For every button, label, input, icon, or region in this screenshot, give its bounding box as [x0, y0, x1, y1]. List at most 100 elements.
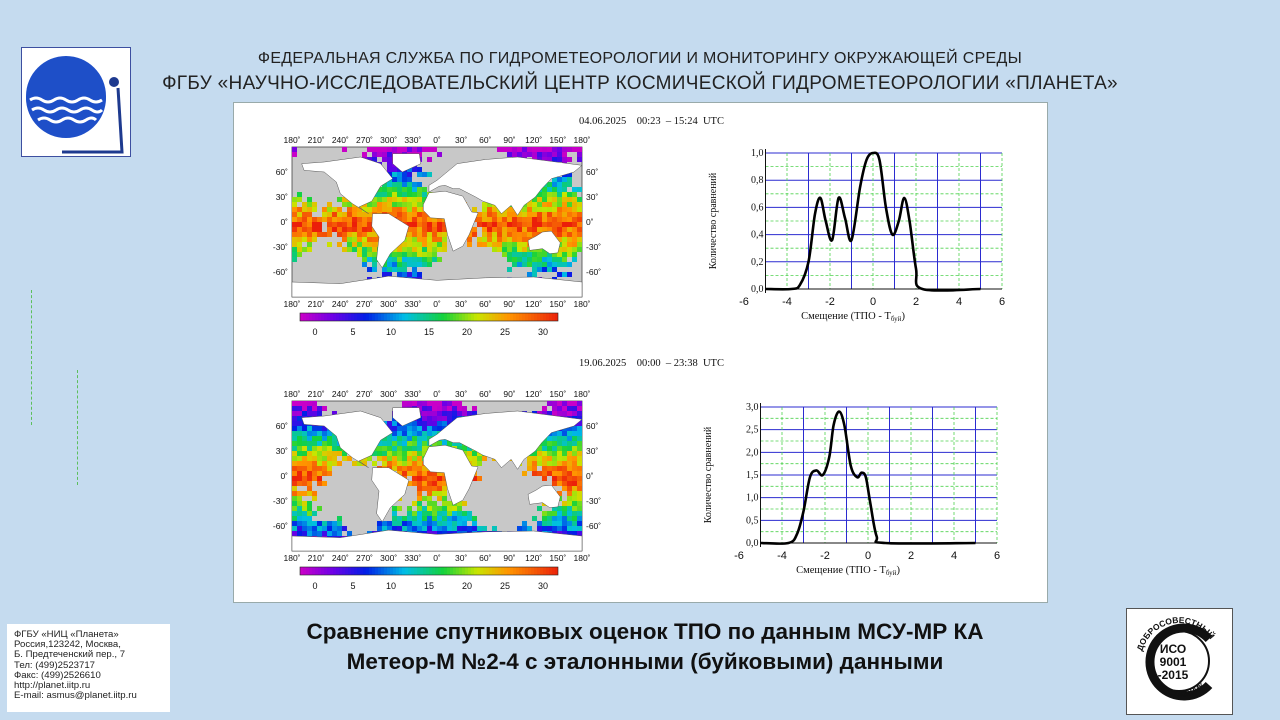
colorbar-tick: 15 — [424, 327, 434, 337]
lon-label-top: 90˚ — [503, 135, 515, 145]
lon-label-top: 150˚ — [549, 135, 566, 145]
lon-label-top: 180˚ — [573, 389, 590, 399]
colorbar-tick: 30 — [538, 327, 548, 337]
continent-north-america — [301, 410, 394, 468]
x-axis-label: Смещение (ТПО - Tбуй) — [801, 311, 905, 323]
continent-africa — [423, 444, 479, 506]
y-tick-label: 0,5 — [746, 515, 759, 526]
y-tick-label: 2,0 — [746, 447, 759, 458]
contact-line: Факс: (499)2526610 — [14, 669, 101, 681]
plot-grid — [765, 152, 1003, 290]
lon-label-top: 330˚ — [404, 135, 421, 145]
colorbar — [300, 313, 558, 321]
x-tick-label: -4 — [777, 550, 787, 562]
y-tick-label: 0,8 — [751, 175, 764, 186]
colorbar-tick: 5 — [350, 581, 355, 591]
lat-label-right: 30˚ — [586, 446, 598, 456]
planeta-logo — [21, 47, 131, 157]
decor-dash — [31, 290, 32, 425]
date-range-2: 19.06.2025 00:00 – 23:38 UTC — [579, 358, 724, 369]
histogram-2: 0,0 0,5 1,0 1,5 2,0 2,5 3,0 -6 -4 -2 0 2 4 6 Смещение … — [703, 402, 1000, 577]
lon-label-top: 270˚ — [356, 135, 373, 145]
caption-line2: Метеор-М №2-4 с эталонными (буйковыми) д… — [346, 649, 944, 674]
colorbar-tick: 25 — [500, 581, 510, 591]
lon-label-bottom: 300˚ — [380, 553, 397, 563]
continent-eurasia — [428, 156, 583, 216]
lon-label-top: 0˚ — [433, 135, 441, 145]
y-tick-label: 0,0 — [751, 284, 764, 295]
lon-label-bottom: 90˚ — [503, 553, 515, 563]
lon-label-bottom: 300˚ — [380, 299, 397, 309]
lon-label-top: 120˚ — [525, 135, 542, 145]
lon-label-top: 300˚ — [380, 135, 397, 145]
lat-label-right: -60˚ — [586, 267, 601, 277]
lon-label-top: 90˚ — [503, 389, 515, 399]
lon-label-top: 120˚ — [525, 389, 542, 399]
x-tick-label: 2 — [913, 296, 919, 308]
lon-label-bottom: 270˚ — [356, 553, 373, 563]
lon-label-bottom: 150˚ — [549, 299, 566, 309]
continent-africa — [423, 190, 479, 252]
contact-line: Тел: (499)2523717 — [14, 659, 96, 671]
contact-line: Россия,123242, Москва, — [14, 639, 121, 651]
continent-australia — [527, 230, 561, 254]
lon-label-top: 210˚ — [308, 135, 325, 145]
lon-label-top: 0˚ — [433, 389, 441, 399]
lon-label-top: 180˚ — [283, 389, 300, 399]
lat-label-left: -60˚ — [273, 267, 288, 277]
lat-label-left: 60˚ — [276, 167, 288, 177]
colorbar-tick: 0 — [312, 581, 317, 591]
continent-greenland — [392, 407, 422, 427]
lat-label-left: 30˚ — [276, 192, 288, 202]
continent-south-america — [371, 213, 410, 269]
lon-label-bottom: 180˚ — [283, 553, 300, 563]
x-tick-label: -2 — [825, 296, 835, 308]
lat-label-right: 30˚ — [586, 192, 598, 202]
lon-label-top: 270˚ — [356, 389, 373, 399]
y-tick-label: 1,0 — [751, 148, 764, 159]
contact-line: Б. Предтеченский пер., 7 — [14, 649, 126, 661]
x-tick-label: 4 — [951, 550, 957, 562]
colorbar-tick: 5 — [350, 327, 355, 337]
lon-label-bottom: 60˚ — [479, 553, 491, 563]
lon-label-bottom: 30˚ — [455, 553, 467, 563]
continent-greenland — [392, 153, 422, 173]
y-tick-label: 1,5 — [746, 470, 759, 481]
y-tick-label: 0,6 — [751, 202, 764, 213]
lon-label-bottom: 240˚ — [332, 553, 349, 563]
x-tick-label: -6 — [739, 296, 749, 308]
x-tick-label: 6 — [994, 550, 1000, 562]
lon-label-bottom: 330˚ — [404, 553, 421, 563]
lat-label-right: 0˚ — [586, 471, 594, 481]
contact-line: E-mail: asmus@planet.iitp.ru — [14, 690, 137, 702]
lon-label-top: 30˚ — [455, 135, 467, 145]
decor-dash — [77, 370, 78, 485]
sst-map-1: 180˚180˚210˚210˚240˚240˚270˚270˚300˚300˚… — [273, 135, 601, 337]
x-tick-label: 0 — [870, 296, 876, 308]
plot-grid — [760, 406, 998, 544]
lat-label-left: 30˚ — [276, 446, 288, 456]
continent-north-america — [301, 156, 394, 214]
contact-line: http://planet.iitp.ru — [14, 680, 91, 692]
sst-map-2: 180˚180˚210˚210˚240˚240˚270˚270˚300˚300˚… — [273, 389, 601, 591]
lat-label-right: -60˚ — [586, 521, 601, 531]
lon-label-top: 60˚ — [479, 389, 491, 399]
lat-label-right: -30˚ — [586, 496, 601, 506]
lat-label-right: 0˚ — [586, 217, 594, 227]
lon-label-top: 240˚ — [332, 135, 349, 145]
continent-south-america — [371, 467, 410, 523]
lon-label-top: 30˚ — [455, 389, 467, 399]
x-tick-label: 0 — [865, 550, 871, 562]
colorbar-frame — [299, 312, 559, 322]
iso-badge: ДОБРОСОВЕСТНЫЙ ПОСТАВЩИК ИСО 9001 -2015 — [1126, 608, 1233, 715]
y-tick-label: 0,0 — [746, 538, 759, 549]
lon-label-top: 60˚ — [479, 135, 491, 145]
y-tick-label: 1,0 — [746, 493, 759, 504]
org-line1: ФЕДЕРАЛЬНАЯ СЛУЖБА ПО ГИДРОМЕТЕОРОЛОГИИ … — [257, 50, 1023, 67]
lon-label-top: 150˚ — [549, 389, 566, 399]
y-axis-label: Количество сравнений — [703, 426, 714, 523]
slide-caption: Сравнение спутниковых оценок ТПО по данн… — [230, 617, 1060, 677]
continent-eurasia — [428, 410, 583, 470]
y-tick-label: 0,2 — [751, 257, 764, 268]
lat-label-left: -30˚ — [273, 242, 288, 252]
